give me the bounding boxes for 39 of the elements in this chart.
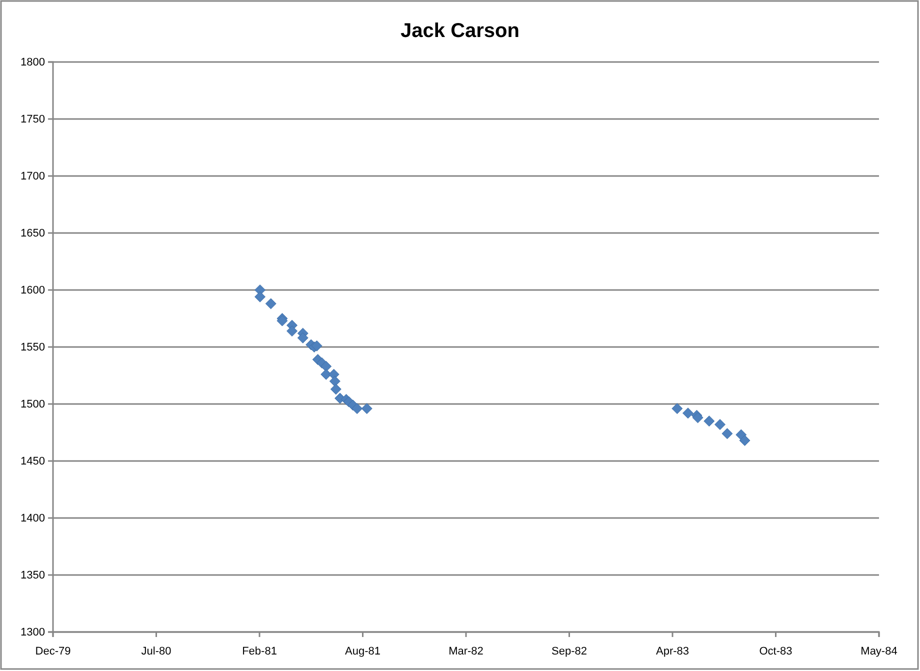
y-tick-label: 1350 [20, 570, 45, 582]
point [672, 403, 683, 414]
x-tick-label: Sep-82 [552, 645, 587, 658]
point [276, 315, 288, 326]
y-tick-label: 1750 [20, 114, 45, 126]
y-tick-label: 1300 [20, 626, 45, 639]
point [361, 403, 372, 414]
point [297, 332, 308, 344]
x-tick-label: Mar-82 [448, 645, 484, 658]
y-tick-label: 1450 [20, 456, 45, 468]
point [352, 403, 363, 414]
y-tick-label: 1500 [20, 398, 45, 411]
x-tick-label: Feb-81 [242, 645, 277, 658]
x-tick-label: Apr-83 [656, 645, 690, 658]
point [692, 412, 704, 424]
x-tick-label: Aug-81 [345, 645, 380, 658]
point [320, 360, 332, 372]
point [265, 298, 276, 310]
y-tick-label: 1550 [20, 342, 45, 354]
y-tick-label: 1400 [20, 512, 45, 525]
point [254, 291, 266, 302]
x-tick-label: Oct-83 [759, 645, 792, 658]
x-tick-label: Jul-80 [141, 645, 172, 658]
point [722, 428, 733, 440]
chart-title: Jack Carson [400, 20, 520, 42]
x-tick-label: Dec-79 [35, 645, 71, 658]
point [714, 419, 726, 430]
point [311, 340, 322, 352]
y-tick-label: 1800 [20, 56, 45, 69]
point [329, 376, 340, 387]
x-tick-label: May-84 [860, 645, 898, 658]
y-tick-label: 1700 [20, 170, 45, 183]
point [682, 408, 694, 419]
point [286, 326, 298, 337]
point [739, 434, 750, 446]
y-tick-label: 1600 [20, 284, 45, 297]
point [330, 384, 342, 395]
point [704, 416, 715, 427]
y-tick-label: 1650 [20, 228, 45, 240]
